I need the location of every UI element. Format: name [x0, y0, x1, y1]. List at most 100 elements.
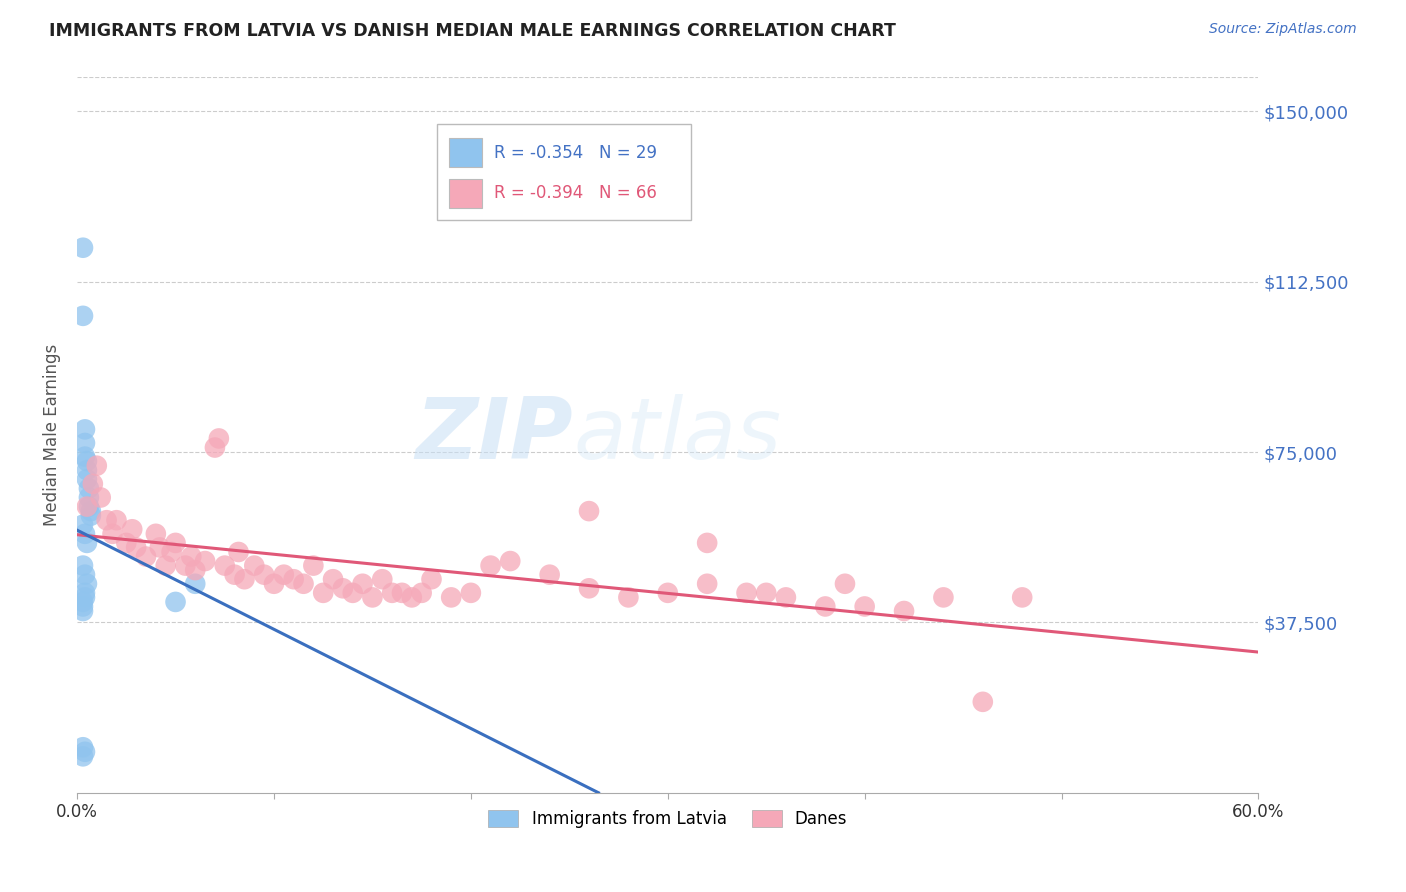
Point: [180, 549, 202, 564]
Legend: Immigrants from Latvia, Danes: Immigrants from Latvia, Danes: [481, 803, 853, 834]
Point: [73, 586, 96, 600]
Point: [253, 567, 276, 582]
Point: [273, 567, 295, 582]
Text: Source: ZipAtlas.com: Source: ZipAtlas.com: [1209, 22, 1357, 37]
Point: [224, 567, 246, 582]
Point: [371, 572, 394, 586]
Point: [184, 563, 207, 577]
Point: [361, 591, 384, 605]
Point: [135, 549, 157, 564]
Point: [73, 526, 96, 541]
Point: [834, 576, 856, 591]
Point: [208, 432, 231, 446]
Point: [101, 526, 124, 541]
Point: [76, 454, 98, 468]
Point: [283, 572, 305, 586]
Point: [578, 504, 600, 518]
Point: [105, 513, 128, 527]
FancyBboxPatch shape: [437, 124, 692, 220]
Point: [657, 586, 679, 600]
Point: [72, 558, 94, 573]
Point: [82, 476, 104, 491]
Point: [73, 567, 96, 582]
Point: [617, 591, 640, 605]
Point: [76, 463, 98, 477]
Point: [73, 450, 96, 464]
Point: [342, 586, 364, 600]
Point: [115, 536, 138, 550]
Point: [932, 591, 955, 605]
Point: [302, 558, 325, 573]
Point: [499, 554, 522, 568]
Text: R = -0.394   N = 66: R = -0.394 N = 66: [494, 185, 657, 202]
Point: [76, 576, 98, 591]
Point: [73, 745, 96, 759]
Point: [391, 586, 413, 600]
Point: [411, 586, 433, 600]
Y-axis label: Median Male Earnings: Median Male Earnings: [44, 344, 60, 526]
Point: [77, 500, 100, 514]
Point: [420, 572, 443, 586]
Point: [735, 586, 758, 600]
Point: [72, 740, 94, 755]
Point: [165, 536, 187, 550]
Text: atlas: atlas: [574, 393, 782, 476]
Point: [243, 558, 266, 573]
Point: [696, 536, 718, 550]
Point: [149, 541, 172, 555]
Point: [72, 517, 94, 532]
Point: [73, 422, 96, 436]
Point: [292, 576, 315, 591]
Point: [121, 522, 143, 536]
Text: IMMIGRANTS FROM LATVIA VS DANISH MEDIAN MALE EARNINGS CORRELATION CHART: IMMIGRANTS FROM LATVIA VS DANISH MEDIAN …: [49, 22, 896, 40]
Point: [160, 545, 183, 559]
Point: [86, 458, 108, 473]
Point: [538, 567, 561, 582]
Point: [204, 441, 226, 455]
Point: [72, 595, 94, 609]
Point: [332, 582, 354, 596]
Point: [73, 436, 96, 450]
Point: [184, 576, 207, 591]
Point: [174, 558, 197, 573]
Point: [72, 309, 94, 323]
Text: R = -0.354   N = 29: R = -0.354 N = 29: [494, 144, 657, 161]
Point: [228, 545, 250, 559]
Point: [214, 558, 236, 573]
Point: [972, 695, 994, 709]
Point: [96, 513, 118, 527]
Point: [72, 604, 94, 618]
Point: [263, 576, 285, 591]
Point: [893, 604, 915, 618]
Point: [814, 599, 837, 614]
Point: [80, 508, 103, 523]
Point: [352, 576, 374, 591]
Point: [696, 576, 718, 591]
Point: [460, 586, 482, 600]
Text: ZIP: ZIP: [416, 393, 574, 476]
Point: [145, 526, 167, 541]
Point: [76, 536, 98, 550]
Point: [775, 591, 797, 605]
Point: [194, 554, 217, 568]
FancyBboxPatch shape: [450, 138, 482, 167]
Point: [322, 572, 344, 586]
Point: [77, 482, 100, 496]
Point: [72, 749, 94, 764]
Point: [76, 472, 98, 486]
Point: [381, 586, 404, 600]
Point: [1011, 591, 1033, 605]
Point: [77, 491, 100, 505]
Point: [312, 586, 335, 600]
Point: [755, 586, 778, 600]
Point: [479, 558, 502, 573]
Point: [233, 572, 256, 586]
Point: [440, 591, 463, 605]
Point: [72, 241, 94, 255]
Point: [90, 491, 112, 505]
Point: [76, 500, 98, 514]
Point: [578, 582, 600, 596]
Point: [155, 558, 177, 573]
Point: [73, 591, 96, 605]
Point: [165, 595, 187, 609]
